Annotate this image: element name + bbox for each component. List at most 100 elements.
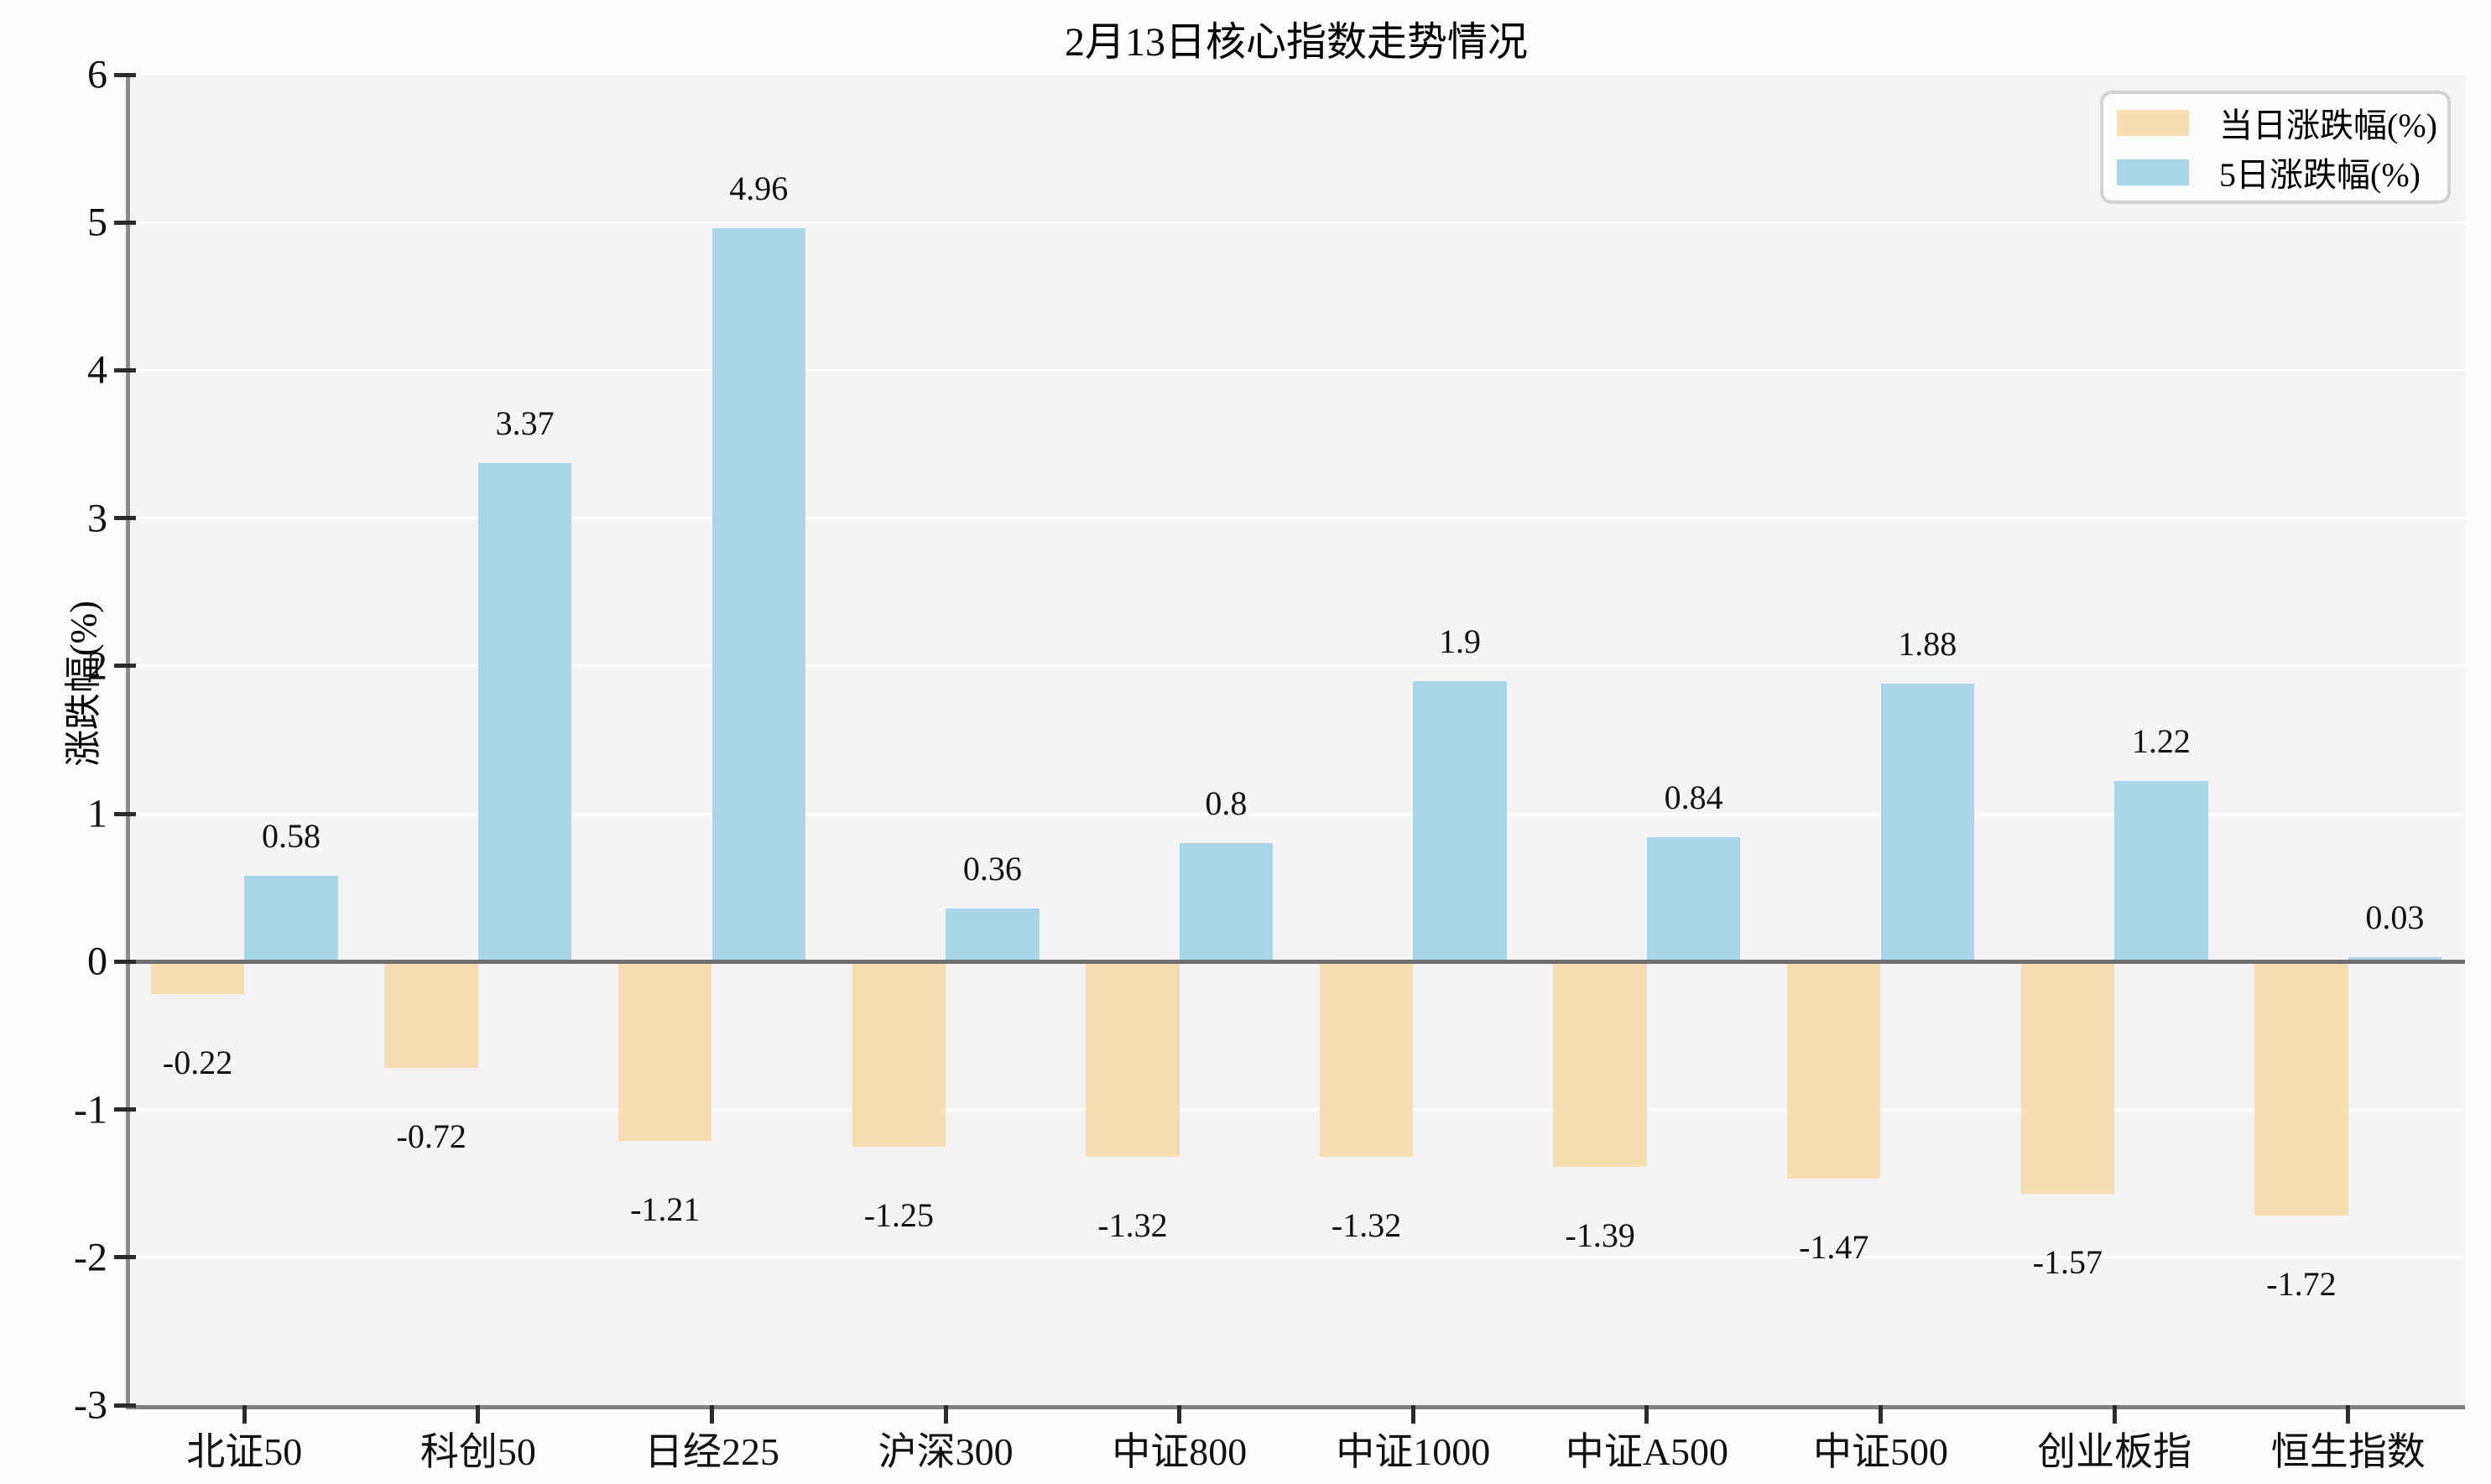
bar-5day-change [946,908,1040,962]
y-tick [114,220,136,225]
gridline [128,368,2465,372]
x-tick-label: 恒生指数 [2270,1430,2426,1473]
x-tick [710,1405,714,1424]
bar-daily-change [2020,961,2115,1194]
bar-5day-change [711,228,805,962]
legend-row-5day: 5日涨跌幅(%) [2117,148,2434,196]
x-tick-label: 中证A500 [1565,1430,1729,1473]
y-tick [114,959,136,964]
bar-daily-change [150,961,245,995]
x-tick [1177,1405,1182,1424]
y-tick [114,1403,136,1408]
x-tick-label: 科创50 [420,1430,536,1473]
bar-daily-change [384,961,478,1069]
x-tick-label: 中证1000 [1336,1430,1491,1473]
value-label: 0.58 [262,817,321,856]
x-tick [476,1405,481,1424]
value-label: -1.39 [1565,1216,1635,1255]
gridline [128,812,2465,815]
legend-label-5day: 5日涨跌幅(%) [2219,156,2421,194]
value-label: 0.8 [1205,784,1248,823]
legend: 当日涨跌幅(%) 5日涨跌幅(%) [2100,91,2451,204]
y-tick [114,1255,136,1260]
value-label: -0.22 [162,1044,233,1082]
bar-daily-change [1553,961,1647,1168]
x-tick [2346,1405,2351,1424]
value-label: 0.36 [962,849,1022,888]
value-label: -1.25 [863,1195,935,1234]
legend-swatch-5day [2117,159,2189,185]
chart-title: 2月13日核心指数走势情况 [1064,20,1528,65]
legend-row-daily: 当日涨跌幅(%) [2117,98,2437,147]
y-tick [114,664,136,669]
gridline [128,1256,2465,1259]
value-label: 0.84 [1664,778,1723,817]
bar-5day-change [244,876,338,962]
y-tick [114,516,136,521]
y-tick-label: 6 [87,52,107,97]
x-tick-label: 中证500 [1813,1430,1948,1473]
y-tick [114,1107,136,1112]
bar-5day-change [2348,957,2442,962]
value-label: -1.47 [1799,1228,1869,1267]
gridline [128,221,2465,224]
bar-daily-change [2254,961,2348,1216]
value-label: -1.32 [1331,1205,1402,1244]
y-tick [114,367,136,372]
x-tick-label: 创业板指 [2037,1430,2192,1473]
y-tick-label: 3 [87,496,107,541]
bar-5day-change [1179,843,1274,962]
value-label: 1.22 [2131,722,2191,761]
zero-line [128,959,2465,964]
legend-label-daily: 当日涨跌幅(%) [2219,107,2437,144]
x-tick [1410,1405,1415,1424]
value-label: -0.72 [396,1117,466,1156]
value-label: -1.21 [630,1190,701,1228]
bar-5day-change [2114,781,2208,962]
y-tick-label: 4 [87,347,107,393]
bar-5day-change [1880,684,1974,962]
x-tick [943,1405,948,1424]
value-label: 4.96 [729,169,789,208]
y-axis-spine [126,75,130,1409]
y-tick [114,72,136,77]
value-label: -1.32 [1097,1205,1168,1244]
bar-daily-change [618,961,712,1141]
gridline [128,517,2465,520]
x-tick-label: 日经225 [644,1430,779,1473]
value-label: 3.37 [495,404,555,443]
value-label: -1.72 [2266,1265,2337,1304]
y-tick-label: 0 [87,939,107,984]
bar-daily-change [1086,961,1180,1157]
y-tick-label: 5 [87,200,107,245]
bar-daily-change [852,961,946,1147]
bar-5day-change [1413,680,1507,962]
y-tick-label: 2 [87,643,107,689]
y-tick-label: -2 [74,1235,107,1280]
value-label: 1.88 [1898,625,1957,664]
bar-5day-change [477,463,572,962]
y-tick-label: -3 [74,1382,107,1428]
x-tick [242,1405,247,1424]
legend-swatch-daily [2117,109,2189,136]
gridline [128,1108,2465,1112]
value-label: -1.57 [2032,1243,2103,1281]
x-tick [1879,1405,1883,1424]
plot-area: -0.22 -0.72 -1.21 -1.25 -1.32 -1.32 -1.39 -1.47… [128,75,2465,1405]
y-tick [114,811,136,816]
bar-5day-change [1646,837,1741,962]
value-label: 1.9 [1439,622,1482,660]
x-tick-label: 中证800 [1112,1430,1248,1473]
x-tick-label: 沪深300 [878,1430,1014,1473]
bar-daily-change [1787,961,1881,1179]
y-tick-label: 1 [87,791,107,836]
value-label: 0.03 [2365,898,2425,937]
x-tick-label: 北证50 [186,1430,303,1473]
gridline [128,664,2465,668]
x-axis-spine [126,1405,2465,1409]
x-tick [1644,1405,1649,1424]
bar-daily-change [1319,961,1414,1157]
x-tick [2112,1405,2117,1424]
y-tick-label: -1 [74,1087,107,1133]
